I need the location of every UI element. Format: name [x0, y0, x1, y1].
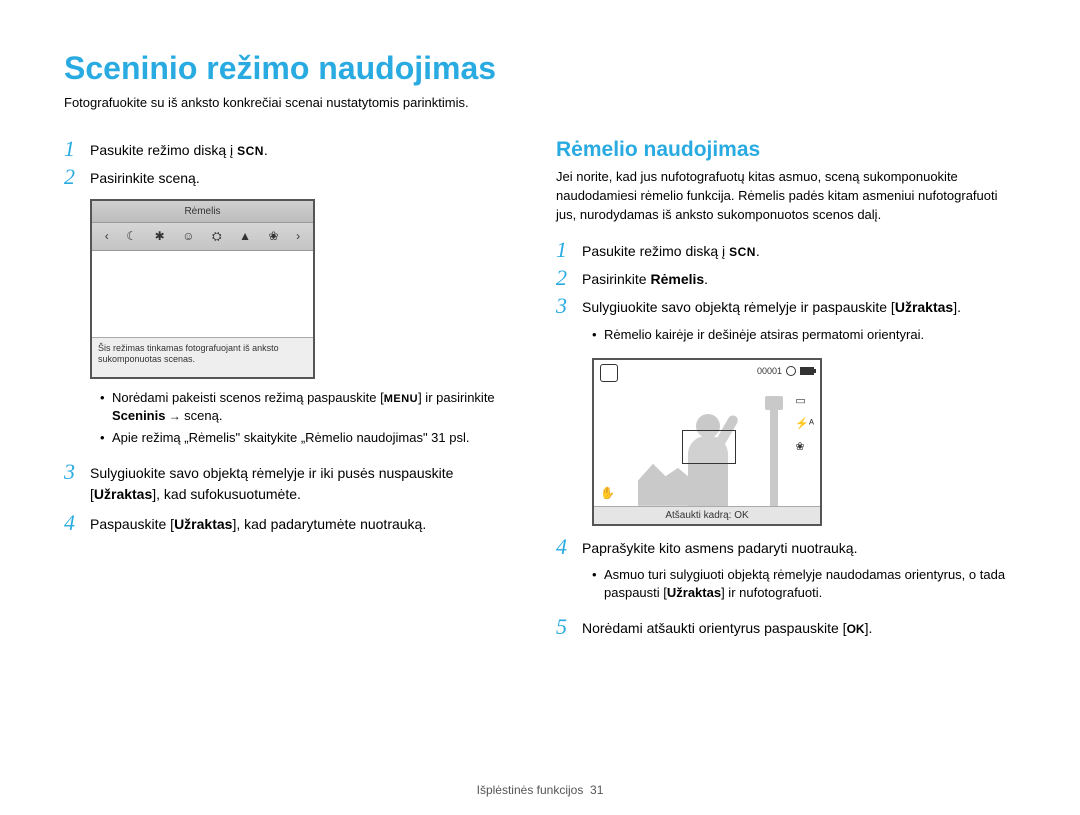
step-number: 3: [64, 461, 90, 483]
step-text: Sulygiuokite savo objektą rėmelyje ir pa…: [582, 295, 961, 317]
macro-icon: ❀: [795, 440, 814, 453]
bullet-item: Rėmelio kairėje ir dešinėje atsiras perm…: [592, 326, 1016, 344]
scene-icon: ✱: [155, 229, 165, 243]
menu-button-label: MENU: [384, 393, 418, 405]
step-text: Paprašykite kito asmens padaryti nuotrau…: [582, 536, 857, 558]
step-number: 4: [556, 536, 582, 558]
scene-icon: ❀: [269, 229, 279, 243]
step-number: 2: [64, 166, 90, 188]
page-title: Sceninio režimo naudojimas: [64, 50, 1016, 87]
right-step-2: 2 Pasirinkite Rėmelis.: [556, 267, 1016, 289]
flash-icon: ⚡ᴬ: [795, 417, 814, 430]
right-step-4: 4 Paprašykite kito asmens padaryti nuotr…: [556, 536, 1016, 558]
battery-icon: [800, 367, 814, 375]
step-text: Pasukite režimo diską į SCN.: [90, 138, 268, 160]
mode-indicator-icon: [600, 364, 618, 382]
shot-counter: 00001: [757, 366, 782, 376]
step-number: 5: [556, 616, 582, 638]
ok-button-label: OK: [847, 622, 865, 636]
step-text: Sulygiuokite savo objektą rėmelyje ir ik…: [90, 461, 524, 504]
scene-icon: ☺: [182, 229, 194, 243]
step-text: Pasirinkite sceną.: [90, 166, 200, 188]
step-text: Pasukite režimo diską į SCN.: [582, 239, 760, 261]
scn-icon: SCN: [237, 144, 264, 158]
two-column-layout: 1 Pasukite režimo diską į SCN. 2 Pasirin…: [64, 138, 1016, 645]
left-step-1: 1 Pasukite režimo diską į SCN.: [64, 138, 524, 160]
section-intro: Jei norite, kad jus nufotografuotų kitas…: [556, 168, 1016, 225]
step-number: 4: [64, 512, 90, 534]
step-number: 1: [64, 138, 90, 160]
scene-icon: ⛭: [212, 229, 222, 244]
scene-icon-row: ‹ ☾ ✱ ☺ ⛭ ▲ ❀ ›: [92, 223, 313, 251]
camera-screen-frame-guide: 00001 ▭ ⚡ᴬ ❀ ✋ Atšaukti: [592, 358, 822, 526]
page-subtitle: Fotografuokite su iš anksto konkrečiai s…: [64, 95, 1016, 110]
page-footer: Išplėstinės funkcijos 31: [0, 783, 1080, 797]
bullet-item: Apie režimą „Rėmelis" skaitykite „Rėmeli…: [100, 429, 524, 447]
nav-left-icon: ‹: [105, 229, 109, 243]
nav-right-icon: ›: [296, 229, 300, 243]
step-text: Pasirinkite Rėmelis.: [582, 267, 708, 289]
status-bar: 00001: [757, 366, 814, 376]
screen-bottom-hint: Atšaukti kadrą: OK: [594, 506, 820, 524]
step-number: 2: [556, 267, 582, 289]
right-step-1: 1 Pasukite režimo diską į SCN.: [556, 239, 1016, 261]
right-step-3: 3 Sulygiuokite savo objektą rėmelyje ir …: [556, 295, 1016, 317]
stabilizer-icon: ✋: [600, 486, 615, 500]
step-text: Paspauskite [Užraktas], kad padarytumėte…: [90, 512, 426, 534]
screen-help-text: Šis režimas tinkamas fotografuojant iš a…: [92, 337, 313, 377]
scn-icon: SCN: [729, 245, 756, 259]
bullet-item: Asmuo turi sulygiuoti objektą rėmelyje n…: [592, 566, 1016, 602]
step-number: 3: [556, 295, 582, 317]
step-number: 1: [556, 239, 582, 261]
bullet-item: Norėdami pakeisti scenos režimą paspausk…: [100, 389, 524, 426]
right-column: Rėmelio naudojimas Jei norite, kad jus n…: [556, 138, 1016, 645]
scene-icon: ☾: [126, 229, 137, 243]
right-icon-column: ▭ ⚡ᴬ ❀: [795, 394, 814, 453]
camera-screen-scene-select: Rėmelis ‹ ☾ ✱ ☺ ⛭ ▲ ❀ › Šis režimas tink…: [90, 199, 315, 379]
left-step-3: 3 Sulygiuokite savo objektą rėmelyje ir …: [64, 461, 524, 504]
focus-frame: [682, 430, 736, 464]
scene-icon: ▲: [239, 229, 251, 243]
left-step-4: 4 Paspauskite [Užraktas], kad padarytumė…: [64, 512, 524, 534]
storage-icon: [786, 366, 796, 376]
screen-mode-label: Rėmelis: [92, 201, 313, 223]
resolution-icon: ▭: [795, 394, 814, 407]
left-column: 1 Pasukite režimo diską į SCN. 2 Pasirin…: [64, 138, 524, 645]
step-text: Norėdami atšaukti orientyrus paspauskite…: [582, 616, 872, 638]
left-step-2: 2 Pasirinkite sceną.: [64, 166, 524, 188]
right-step-5: 5 Norėdami atšaukti orientyrus paspauski…: [556, 616, 1016, 638]
section-heading: Rėmelio naudojimas: [556, 138, 1016, 162]
